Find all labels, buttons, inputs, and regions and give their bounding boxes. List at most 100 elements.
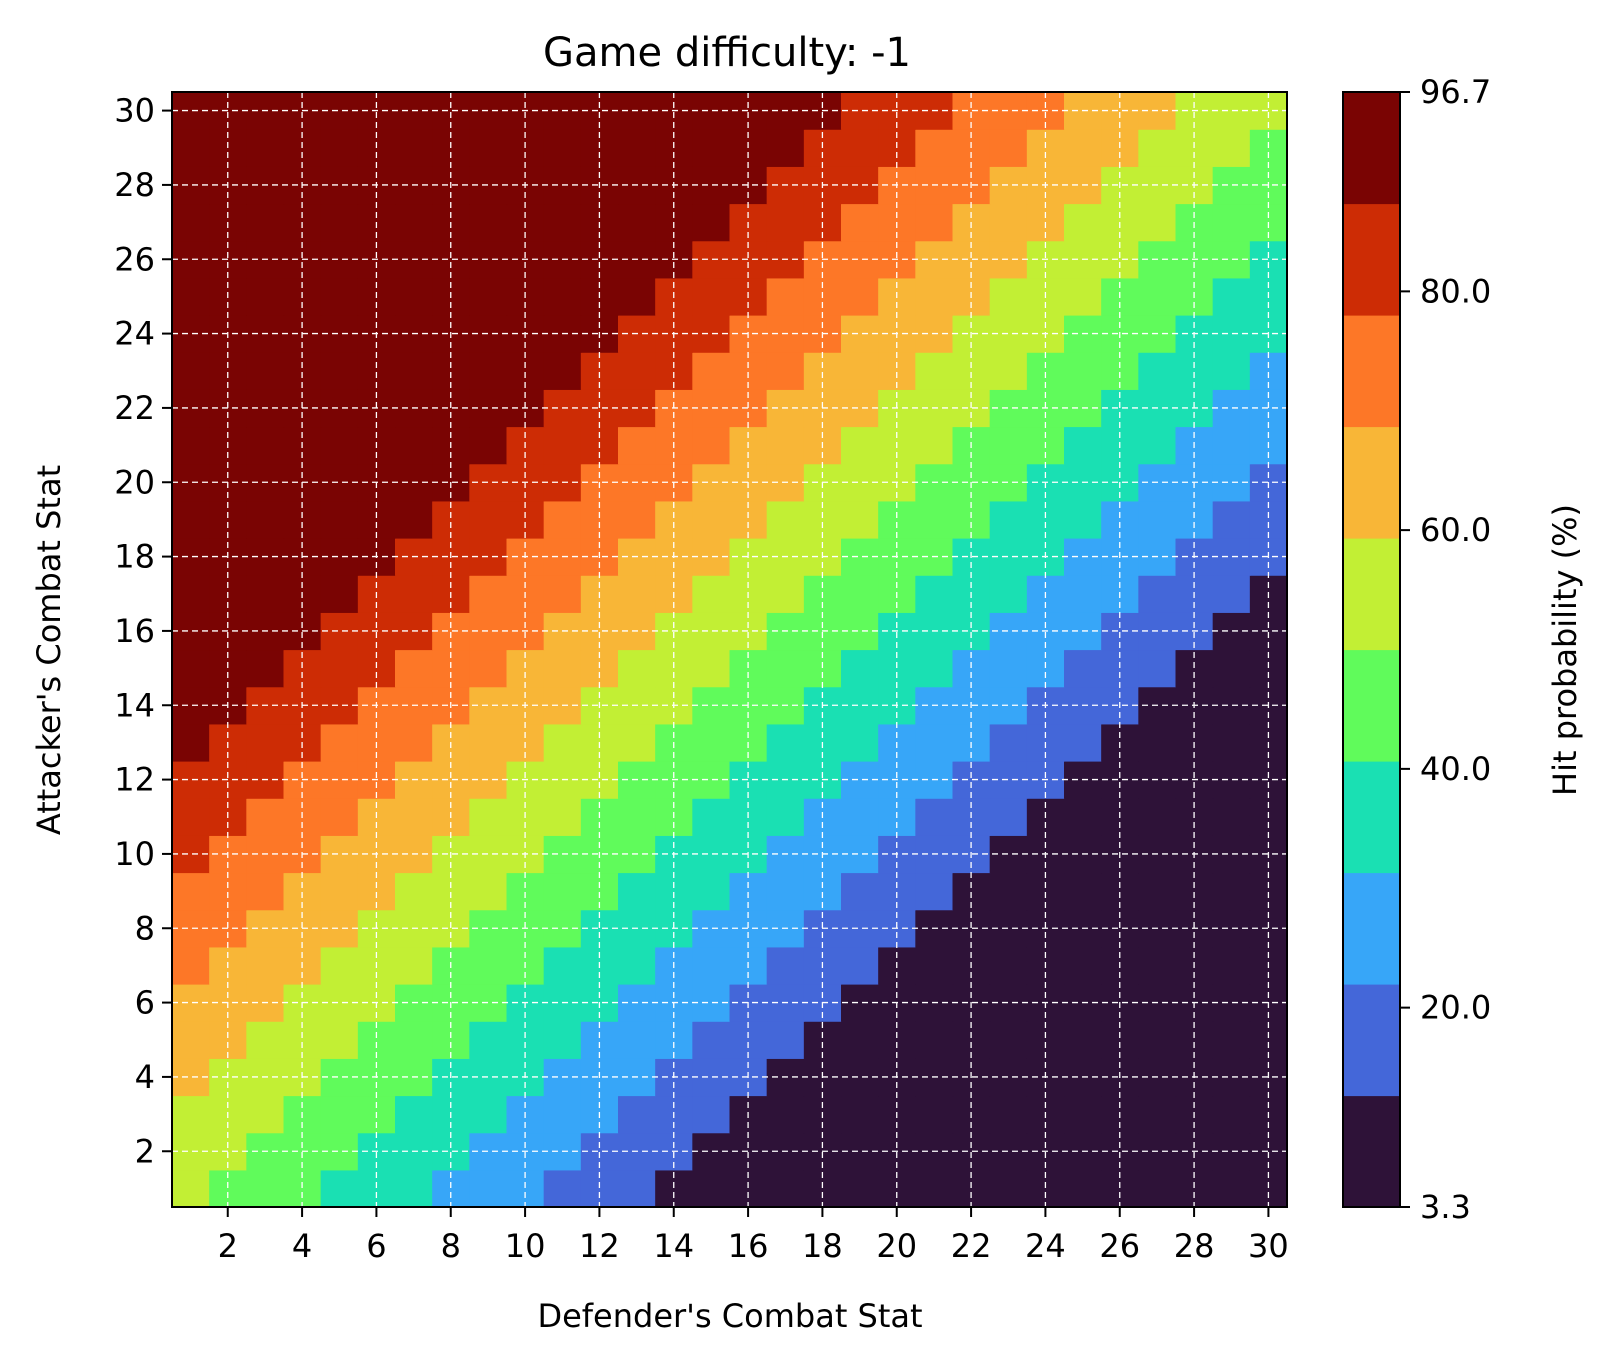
heatmap-cell — [915, 277, 954, 316]
y-tick-label: 22 — [114, 389, 155, 427]
heatmap-cell — [692, 723, 731, 762]
colorbar-band — [1343, 984, 1400, 1097]
heatmap-cell — [618, 277, 656, 316]
heatmap-cell — [1064, 798, 1102, 836]
heatmap-cell — [841, 798, 879, 836]
heatmap-cell — [618, 1021, 656, 1059]
heatmap-cell — [618, 723, 656, 762]
colorbar-band — [1343, 426, 1400, 539]
heatmap-cell — [989, 203, 1028, 242]
heatmap-cell — [246, 426, 285, 465]
heatmap-cell — [172, 352, 210, 390]
colorbar-band — [1343, 315, 1400, 428]
colorbar-frame — [1342, 91, 1401, 1208]
heatmap-cell — [1138, 1021, 1177, 1059]
heatmap-cell — [989, 426, 1028, 465]
heatmap-cell — [1138, 1169, 1177, 1208]
heatmap-cell — [841, 575, 879, 613]
y-tick-label: 12 — [114, 761, 155, 799]
y-tick-label: 14 — [114, 686, 155, 724]
heatmap-cell — [989, 649, 1028, 688]
heatmap-cell — [172, 129, 210, 167]
heatmap-cell — [172, 426, 210, 465]
heatmap-cell — [172, 203, 210, 242]
heatmap-cell — [915, 426, 954, 465]
y-tick-label: 4 — [135, 1058, 155, 1096]
heatmap-cell — [841, 1095, 879, 1134]
colorbar-band — [1343, 761, 1400, 874]
heatmap-cell — [469, 1095, 508, 1134]
heatmap-cell — [172, 1021, 210, 1059]
y-tick-label: 2 — [135, 1132, 155, 1170]
heatmap-cell — [1212, 1021, 1251, 1059]
colorbar-band — [1343, 203, 1400, 316]
y-tick-label: 24 — [114, 315, 155, 353]
heatmap-cell — [766, 129, 805, 167]
heatmap-cell — [395, 798, 433, 836]
heatmap-cell — [320, 723, 359, 762]
heatmap-cell — [246, 500, 285, 539]
heatmap-cell — [543, 872, 582, 911]
heatmap-cell — [618, 500, 656, 539]
heatmap-cell — [246, 798, 285, 836]
colorbar-tick-label: 80.0 — [1420, 272, 1491, 310]
heatmap-cell — [766, 277, 805, 316]
heatmap-cell — [618, 872, 656, 911]
heatmap-cell — [989, 129, 1028, 167]
heatmap-cell — [766, 1021, 805, 1059]
x-tick-label: 26 — [1099, 1227, 1140, 1265]
heatmap-cell — [469, 946, 508, 985]
heatmap-cell — [543, 1169, 582, 1208]
heatmap-cell — [1064, 872, 1102, 911]
heatmap-cell — [841, 1169, 879, 1208]
heatmap-cell — [692, 203, 731, 242]
heatmap-cell — [692, 946, 731, 985]
heatmap-cell — [1212, 277, 1251, 316]
heatmap-cell — [1138, 426, 1177, 465]
heatmap-cell — [320, 872, 359, 911]
heatmap-cell — [692, 1169, 731, 1208]
heatmap-cell — [543, 946, 582, 985]
heatmap-cell — [172, 649, 210, 688]
heatmap-cell — [172, 575, 210, 613]
chart-title: Game difficulty: -1 — [543, 30, 911, 76]
heatmap-cell — [692, 575, 731, 613]
heatmap-cell — [915, 798, 954, 836]
heatmap-cell — [543, 798, 582, 836]
heatmap-cell — [692, 352, 731, 390]
heatmap-cell — [320, 129, 359, 167]
heatmap-cell — [692, 1021, 731, 1059]
heatmap-cell — [692, 426, 731, 465]
heatmap-cell — [395, 946, 433, 985]
heatmap-cell — [543, 575, 582, 613]
heatmap-cell — [320, 426, 359, 465]
heatmap-cell — [543, 203, 582, 242]
x-tick-label: 20 — [876, 1227, 917, 1265]
heatmap-cell — [172, 1095, 210, 1134]
heatmap-cell — [618, 575, 656, 613]
heatmap-cell — [766, 649, 805, 688]
colorbar-band — [1343, 92, 1400, 205]
heatmap-cell — [1064, 575, 1102, 613]
heatmap-cell — [320, 575, 359, 613]
heatmap-cell — [989, 575, 1028, 613]
heatmap-cell — [692, 798, 731, 836]
heatmap-cell — [543, 426, 582, 465]
heatmap-cell — [395, 1095, 433, 1134]
heatmap-cell — [1064, 723, 1102, 762]
heatmap-cell — [766, 1169, 805, 1208]
heatmap-cell — [469, 277, 508, 316]
heatmap-cell — [543, 277, 582, 316]
heatmap-cell — [766, 1095, 805, 1134]
y-tick-label: 16 — [114, 612, 155, 650]
heatmap-cell — [1212, 723, 1251, 762]
heatmap-cell — [469, 575, 508, 613]
heatmap-cell — [246, 203, 285, 242]
y-tick-label: 26 — [114, 240, 155, 278]
heatmap-cell — [841, 872, 879, 911]
colorbar-band — [1343, 538, 1400, 651]
x-tick-label: 4 — [292, 1227, 312, 1265]
y-tick-label: 20 — [114, 463, 155, 501]
heatmap-cell — [172, 798, 210, 836]
heatmap-cell — [1138, 649, 1177, 688]
